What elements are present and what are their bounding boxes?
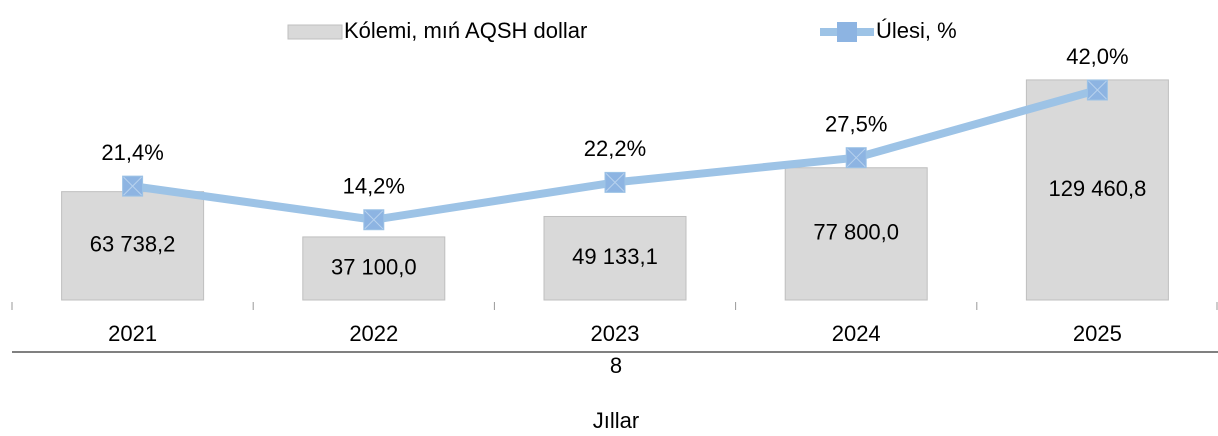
line-value-label: 14,2%: [343, 174, 405, 199]
legend-swatch: [287, 24, 343, 40]
line-value-label: 22,2%: [584, 136, 646, 161]
bar: [543, 215, 687, 301]
bar-value-label: 37 100,0: [331, 254, 417, 279]
legend-label: Kólemi, mıń AQSH dollar: [344, 18, 587, 43]
bar: [61, 191, 205, 301]
bar-value-label: 63 738,2: [90, 232, 176, 257]
bar-value-label: 49 133,1: [572, 244, 658, 269]
bar: [1025, 79, 1169, 301]
bar-value-label: 77 800,0: [813, 220, 899, 245]
bar-value-label: 129 460,8: [1048, 176, 1146, 201]
x-tick-label: 2021: [108, 321, 157, 346]
line-value-label: 42,0%: [1066, 44, 1128, 69]
marker-cross: [364, 210, 384, 230]
legend-marker: [837, 22, 857, 42]
marker-cross: [605, 173, 625, 192]
x-tick-label: 2023: [591, 321, 640, 346]
x-tick-label: 2022: [349, 321, 398, 346]
line-value-label: 21,4%: [101, 140, 163, 165]
marker-cross: [846, 148, 866, 168]
x-axis-title: Jıllar: [593, 408, 639, 433]
line-value-label: 27,5%: [825, 111, 887, 136]
bar: [784, 167, 928, 301]
marker-cross: [1088, 80, 1107, 100]
marker-cross: [123, 176, 142, 196]
page-note: 8: [610, 353, 622, 378]
bar: [302, 236, 446, 301]
x-tick-label: 2024: [832, 321, 881, 346]
x-tick-label: 2025: [1073, 321, 1122, 346]
legend-label: Úlesi, %: [876, 18, 957, 43]
